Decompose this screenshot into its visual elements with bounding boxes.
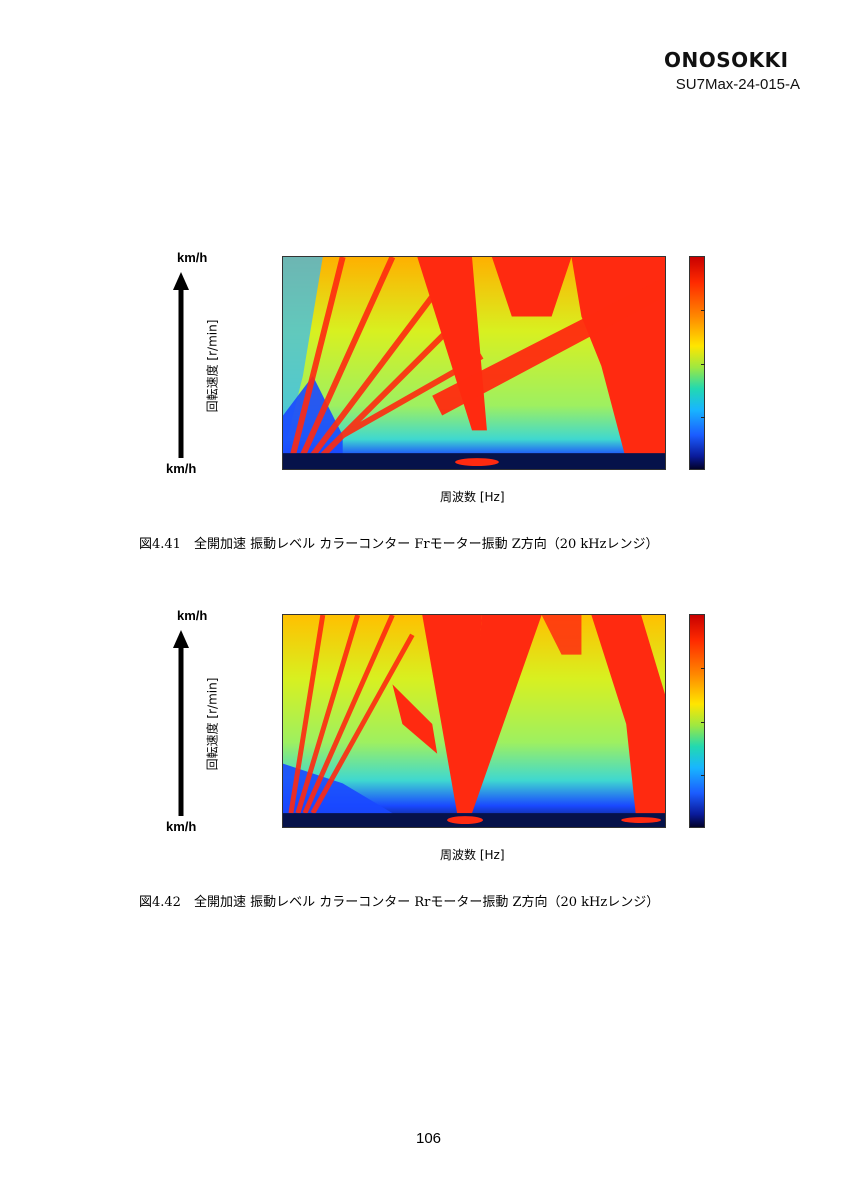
document-id: SU7Max-24-015-A [675,76,800,93]
color-scale-bar [689,256,705,470]
y-axis-bottom-unit: km/h [166,461,197,476]
y-axis-top-unit: km/h [177,250,208,265]
x-axis-label: 周波数 [Hz] [440,490,505,504]
x-axis-label: 周波数 [Hz] [440,848,505,862]
onosokki-logo: ONOSOKKI [664,48,789,72]
speed-arrow-icon [173,272,189,458]
page-number: 106 [415,1130,442,1147]
figure-4-41: km/h km/h 回転速度 [r/min] [160,246,720,504]
color-contour-plot [282,256,666,470]
figure-4-42: km/h km/h 回転速度 [r/min] [160,604,720,862]
y-axis-bottom-unit: km/h [166,819,197,834]
figure-caption: 図4.41 全開加速 振動レベル カラーコンター Frモーター振動 Z方向（20… [139,537,659,552]
speed-arrow-icon [173,630,189,816]
y-axis-top-unit: km/h [177,608,208,623]
color-contour-plot [282,614,666,828]
color-scale-bar [689,614,705,828]
figure-caption: 図4.42 全開加速 振動レベル カラーコンター Rrモーター振動 Z方向（20… [139,895,660,910]
